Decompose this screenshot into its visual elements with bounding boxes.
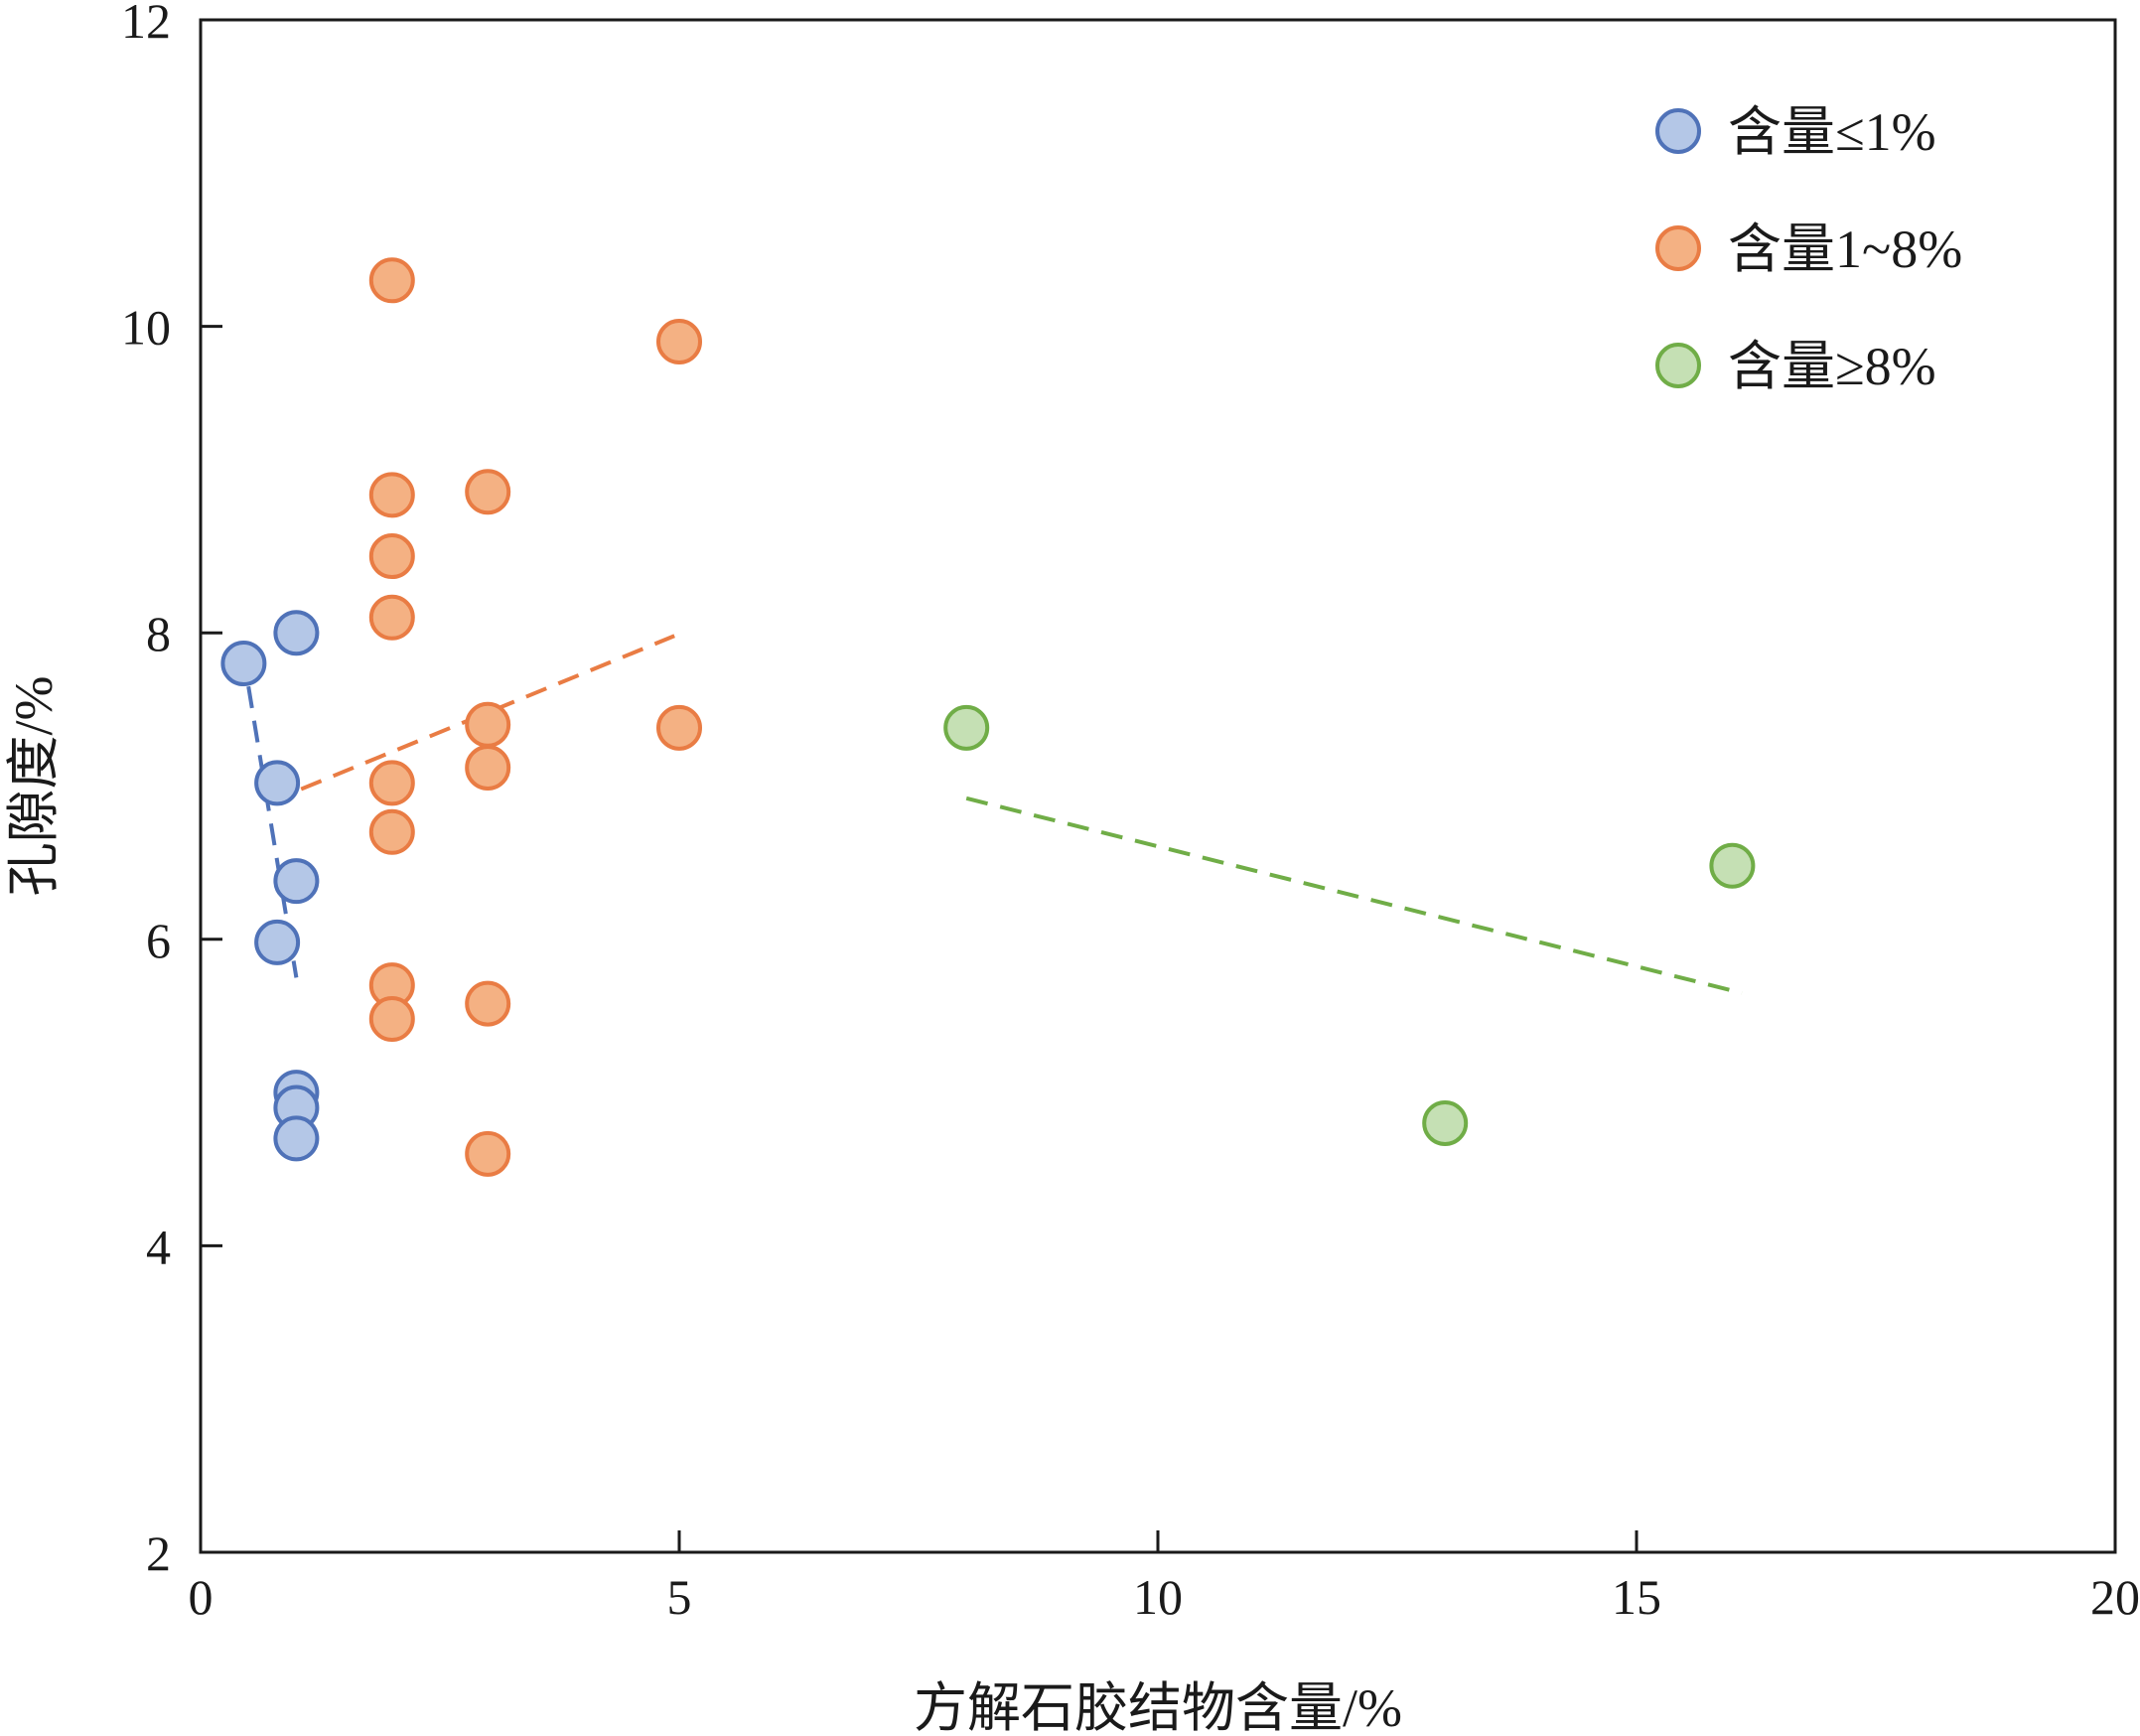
legend-marker-series-1 (1655, 108, 1701, 154)
x-tick-label-5: 5 (667, 1569, 692, 1625)
y-axis-title: 孔隙度/% (4, 676, 64, 897)
point-series-3-3 (1422, 1099, 1469, 1146)
point-series-2-10 (368, 760, 415, 806)
point-series-2-1 (368, 257, 415, 304)
legend-marker-series-3 (1655, 343, 1701, 388)
point-series-2-3 (368, 472, 415, 518)
trend-line-series-3 (965, 796, 1743, 995)
point-series-1-5 (254, 919, 301, 965)
legend-label-series-2: 含量1~8% (1728, 219, 1962, 279)
point-series-2-8 (656, 704, 702, 751)
point-series-2-6 (368, 594, 415, 641)
point-series-2-2 (656, 319, 702, 365)
axes: 0 5 10 15 20 2 4 6 8 10 12 方解石胶结物含量/% 孔隙度/% (4, 0, 2140, 1736)
data-points (220, 257, 1756, 1177)
x-tick-label-15: 15 (1612, 1569, 1661, 1625)
point-series-2-13 (368, 996, 415, 1043)
x-tick-label-20: 20 (2090, 1569, 2140, 1625)
legend-label-series-1: 含量≤1% (1728, 102, 1936, 162)
y-tick-label-8: 8 (146, 606, 171, 661)
x-axis-title: 方解石胶结物含量/% (914, 1678, 1402, 1736)
point-series-2-7 (465, 701, 511, 748)
y-tick-label-12: 12 (121, 0, 171, 49)
y-tick-label-2: 2 (146, 1525, 171, 1581)
point-series-3-2 (1709, 842, 1756, 889)
point-series-2-15 (465, 1130, 511, 1177)
point-series-1-8 (273, 1115, 320, 1162)
legend-marker-series-2 (1655, 225, 1701, 271)
point-series-2-14 (465, 980, 511, 1027)
y-tick-label-6: 6 (146, 913, 171, 968)
x-tick-label-10: 10 (1133, 1569, 1183, 1625)
legend-label-series-3: 含量≥8% (1728, 337, 1936, 396)
trend-lines (246, 634, 1743, 995)
point-series-1-1 (220, 641, 267, 687)
point-series-2-5 (368, 533, 415, 580)
point-series-2-4 (465, 469, 511, 515)
point-series-2-9 (465, 744, 511, 791)
point-series-2-11 (368, 808, 415, 855)
x-tick-label-0: 0 (189, 1569, 214, 1625)
legend: 含量≤1% 含量1~8% 含量≥8% (1655, 102, 1962, 396)
point-series-1-2 (273, 610, 320, 656)
y-tick-label-10: 10 (121, 300, 171, 356)
point-series-3-1 (943, 704, 990, 751)
point-series-1-3 (254, 760, 301, 806)
point-series-1-4 (273, 858, 320, 905)
y-tick-label-4: 4 (146, 1219, 171, 1274)
